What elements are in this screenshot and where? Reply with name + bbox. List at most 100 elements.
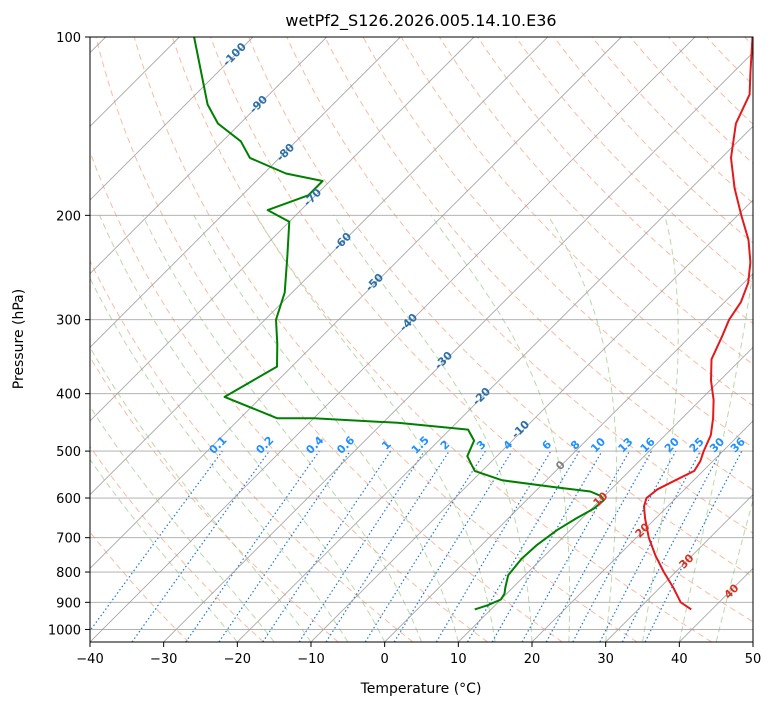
dry-adiabat — [553, 37, 753, 244]
moist-adiabat — [142, 215, 422, 642]
x-tick-label: 30 — [597, 652, 614, 667]
mixing-ratio-label: 0.4 — [303, 433, 326, 456]
mixing-ratio-line — [466, 450, 580, 642]
mixing-ratio-line — [185, 450, 320, 642]
moist-adiabat — [678, 266, 753, 642]
mixing-ratio-line — [131, 450, 270, 642]
mixing-ratio-line — [393, 450, 513, 642]
mixing-ratio-line — [644, 450, 743, 642]
dry-adiabat — [133, 37, 638, 642]
moist-adiabat-label: -30 — [432, 349, 455, 372]
y-tick-label: 100 — [56, 31, 81, 46]
mixing-ratio-line — [90, 450, 223, 632]
moist-adiabat — [90, 405, 275, 642]
x-axis-title: Temperature (°C) — [360, 681, 482, 697]
isotherm — [90, 37, 254, 201]
moist-adiabat-label: -80 — [274, 141, 297, 164]
background-lines — [90, 37, 753, 642]
mixing-ratio-line — [599, 450, 702, 642]
dry-adiabat-label: 40 — [722, 581, 742, 601]
y-tick-label: 1000 — [48, 623, 81, 638]
y-tick-label: 800 — [56, 566, 81, 581]
isotherm — [90, 37, 401, 348]
moist-adiabat-label: -50 — [363, 271, 386, 294]
dry-adiabat — [171, 37, 712, 642]
plot-frame — [89, 36, 754, 643]
dry-adiabat — [744, 37, 753, 47]
moist-adiabat-label: -100 — [220, 40, 249, 69]
mixing-ratio-line — [298, 450, 425, 642]
mixing-ratio-line — [572, 450, 677, 642]
dry-adiabat — [90, 531, 190, 642]
isotherm — [90, 37, 327, 275]
mixing-ratio-line — [218, 450, 351, 642]
isotherm — [384, 273, 753, 642]
x-tick-label: −10 — [297, 652, 324, 667]
moist-adiabat-label: -10 — [509, 418, 532, 441]
chart-title: wetPf2_S126.2026.005.14.10.E36 — [285, 11, 556, 31]
mixing-ratio-line — [325, 450, 450, 642]
mixing-ratio-line — [364, 450, 486, 642]
mixing-ratio-label: 10 — [588, 435, 608, 455]
dry-adiabat — [95, 37, 563, 642]
x-tick-label: 20 — [524, 652, 541, 667]
mixing-ratio-label: 3 — [474, 438, 489, 453]
moist-adiabat — [90, 346, 312, 642]
x-tick-label: 40 — [671, 652, 688, 667]
moist-adiabat — [430, 215, 571, 642]
dry-adiabat — [90, 150, 488, 642]
profile-lines — [193, 37, 753, 611]
dry-adiabat — [324, 37, 753, 491]
dry-adiabat — [515, 37, 753, 284]
y-tick-label: 900 — [56, 596, 81, 611]
mixing-ratio-label: 1.5 — [409, 434, 432, 457]
mixing-ratio-label: 0.2 — [253, 434, 276, 457]
mixing-ratio-line — [521, 450, 631, 642]
dry-adiabat — [286, 37, 753, 534]
mixing-ratio-label: 36 — [728, 435, 748, 455]
y-axis-title: Pressure (hPa) — [11, 289, 27, 389]
y-tick-label: 200 — [56, 209, 81, 224]
dry-adiabat — [248, 37, 753, 578]
isotherm — [237, 125, 753, 642]
x-tick-label: 10 — [450, 652, 467, 667]
isotherm — [458, 346, 753, 642]
isotherm — [163, 52, 753, 642]
mixing-ratio-label: 0.6 — [334, 433, 357, 456]
dry-adiabat — [90, 445, 264, 642]
dry-adiabat — [90, 356, 339, 642]
y-tick-label: 400 — [56, 388, 81, 403]
x-tick-label: 0 — [381, 652, 389, 667]
y-tick-label: 600 — [56, 492, 81, 507]
temperature-profile-line — [643, 37, 753, 611]
moist-adiabat — [99, 215, 386, 642]
isotherm — [531, 420, 753, 642]
dry-adiabat — [591, 37, 753, 204]
x-tick-label: −20 — [224, 652, 251, 667]
mixing-ratio-label: 13 — [616, 435, 636, 455]
x-tick-label: −40 — [76, 652, 103, 667]
moist-adiabat — [547, 215, 617, 642]
isotherm — [90, 37, 696, 642]
moist-adiabat — [193, 215, 459, 642]
isotherm — [752, 641, 753, 642]
mixing-ratio-label: 20 — [662, 435, 682, 455]
mixing-ratio-label: 2 — [438, 438, 453, 453]
mixing-ratio-line — [545, 450, 653, 642]
mixing-ratio-label: 8 — [568, 438, 583, 453]
moist-adiabat — [333, 215, 533, 642]
y-tick-label: 500 — [56, 445, 81, 460]
moist-adiabat-label: -70 — [301, 186, 324, 209]
moist-adiabat — [642, 215, 679, 642]
isotherm — [90, 37, 548, 496]
mixing-ratio-label: 16 — [638, 435, 658, 455]
y-tick-label: 700 — [56, 532, 81, 547]
y-tick-label: 300 — [56, 314, 81, 329]
mixing-ratio-line — [262, 450, 392, 642]
isotherm — [310, 199, 753, 642]
isotherm — [90, 37, 475, 422]
moist-adiabat-label: -40 — [397, 311, 420, 334]
dry-adiabat — [706, 37, 753, 86]
moist-adiabat-label: -20 — [470, 385, 493, 408]
